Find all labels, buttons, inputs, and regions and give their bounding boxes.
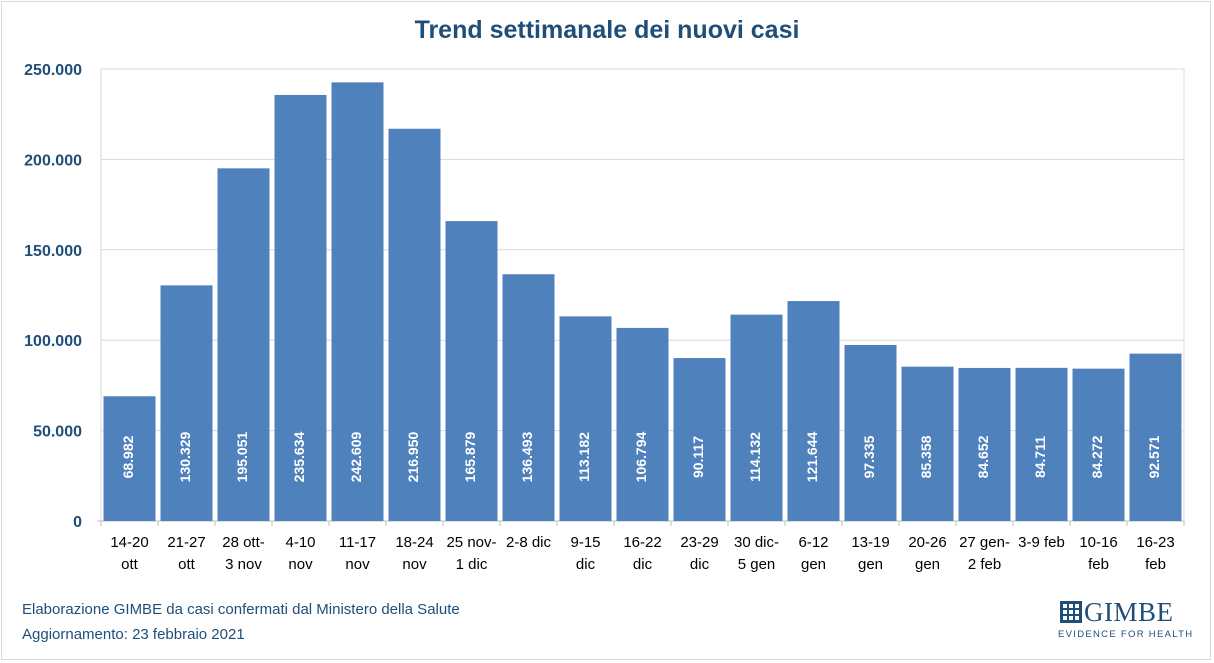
x-tick-label: nov (402, 556, 427, 573)
x-tick-label: gen (915, 556, 940, 573)
x-tick-label: 16-23 (1136, 534, 1174, 551)
bar-value-label: 84.652 (975, 435, 991, 478)
x-tick-label: gen (858, 556, 883, 573)
bar-value-label: 68.982 (120, 435, 136, 478)
gimbe-logo: GIMBE EVIDENCE FOR HEALTH (1058, 597, 1198, 643)
y-tick-label: 50.000 (33, 424, 82, 441)
x-tick-label: feb (1145, 556, 1166, 573)
x-tick-label: 18-24 (395, 534, 433, 551)
x-tick-label: 30 dic- (734, 534, 779, 551)
bar-value-label: 85.358 (918, 435, 934, 478)
bar[interactable] (787, 301, 840, 521)
bar[interactable] (388, 128, 441, 521)
bar-value-label: 130.329 (177, 431, 193, 482)
x-tick-label: nov (345, 556, 370, 573)
x-tick-label: 3-9 feb (1018, 534, 1065, 551)
bar-value-label: 216.950 (405, 431, 421, 482)
x-tick-label: 3 nov (225, 556, 262, 573)
bar-value-label: 106.794 (633, 431, 649, 482)
bar-value-label: 242.609 (348, 431, 364, 482)
x-tick-label: dic (576, 556, 596, 573)
bar-value-label: 113.182 (576, 432, 592, 482)
x-tick-label: 21-27 (167, 534, 205, 551)
bar[interactable] (1015, 367, 1068, 521)
bar-value-label: 90.117 (690, 436, 706, 478)
bar-value-label: 165.879 (462, 431, 478, 482)
x-tick-label: 10-16 (1079, 534, 1117, 551)
x-tick-label: 1 dic (456, 556, 488, 573)
y-tick-label: 250.000 (24, 62, 82, 79)
bar[interactable] (160, 285, 213, 521)
logo-grid-icon (1060, 601, 1082, 623)
x-tick-label: 13-19 (851, 534, 889, 551)
bar[interactable] (1129, 353, 1182, 521)
y-tick-label: 150.000 (24, 243, 82, 260)
bar[interactable] (673, 358, 726, 521)
x-tick-label: ott (121, 556, 139, 573)
logo-tagline: EVIDENCE FOR HEALTH (1058, 629, 1194, 640)
bar-value-label: 235.634 (291, 431, 307, 482)
x-tick-label: ott (178, 556, 196, 573)
x-tick-label: dic (690, 556, 710, 573)
x-tick-label: 20-26 (908, 534, 946, 551)
bar[interactable] (958, 367, 1011, 521)
x-tick-label: 6-12 (798, 534, 828, 551)
x-tick-label: 25 nov- (446, 534, 496, 551)
bar[interactable] (217, 168, 270, 522)
bar-value-label: 136.493 (519, 431, 535, 482)
x-tick-label: 4-10 (285, 534, 315, 551)
bar[interactable] (445, 221, 498, 522)
x-tick-label: 23-29 (680, 534, 718, 551)
bar[interactable] (502, 274, 555, 521)
bar[interactable] (103, 396, 156, 521)
x-tick-label: 27 gen- (959, 534, 1010, 551)
x-tick-label: feb (1088, 556, 1109, 573)
bar[interactable] (730, 314, 783, 521)
x-tick-label: 2 feb (968, 556, 1001, 573)
footer-source: Elaborazione GIMBE da casi confermati da… (22, 601, 460, 618)
bar[interactable] (901, 366, 954, 521)
bar-value-label: 84.272 (1089, 435, 1105, 478)
x-tick-label: 5 gen (738, 556, 776, 573)
x-tick-label: nov (288, 556, 313, 573)
x-tick-label: 11-17 (339, 534, 376, 551)
footer-update: Aggiornamento: 23 febbraio 2021 (22, 626, 245, 643)
bar-value-label: 114.132 (747, 432, 763, 482)
bar-value-label: 97.335 (861, 435, 877, 478)
logo-wordmark: GIMBE (1084, 597, 1174, 627)
chart-title: Trend settimanale dei nuovi casi (414, 16, 800, 44)
x-tick-label: 28 ott- (222, 534, 265, 551)
bar[interactable] (844, 345, 897, 521)
bar[interactable] (559, 316, 612, 521)
bar-value-label: 121.644 (804, 431, 820, 482)
x-tick-label: 9-15 (570, 534, 600, 551)
bar[interactable] (331, 82, 384, 522)
y-tick-label: 100.000 (24, 333, 82, 350)
bar-value-label: 195.051 (234, 431, 250, 482)
x-tick-label: gen (801, 556, 826, 573)
bar[interactable] (1072, 368, 1125, 521)
y-tick-label: 200.000 (24, 152, 82, 169)
bar-value-label: 92.571 (1146, 435, 1162, 478)
x-tick-label: 14-20 (110, 534, 148, 551)
bar-value-label: 84.711 (1032, 436, 1048, 478)
x-tick-label: 2-8 dic (506, 534, 552, 551)
bar[interactable] (616, 327, 669, 521)
x-tick-label: dic (633, 556, 653, 573)
bar[interactable] (274, 94, 327, 521)
y-tick-label: 0 (73, 514, 82, 531)
x-tick-label: 16-22 (623, 534, 661, 551)
